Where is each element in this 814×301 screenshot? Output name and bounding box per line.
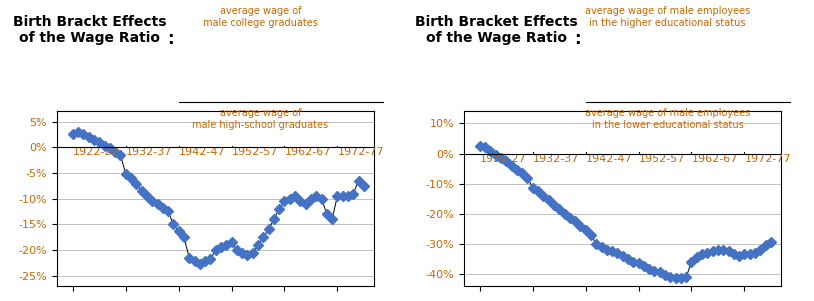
Text: average wage of
male college graduates: average wage of male college graduates xyxy=(203,6,318,28)
Text: average wage of male employees
in the higher educational status: average wage of male employees in the hi… xyxy=(584,6,751,28)
Text: 1962-67: 1962-67 xyxy=(284,147,330,157)
Text: 1952-57: 1952-57 xyxy=(231,147,278,157)
Text: 1932-37: 1932-37 xyxy=(532,154,579,163)
Text: 1922-27: 1922-27 xyxy=(72,147,120,157)
Text: Birth Bracket Effects
of the Wage Ratio: Birth Bracket Effects of the Wage Ratio xyxy=(415,15,578,45)
Text: 1932-37: 1932-37 xyxy=(125,147,172,157)
Text: 1972-77: 1972-77 xyxy=(337,147,384,157)
Text: 1952-57: 1952-57 xyxy=(638,154,685,163)
Text: :: : xyxy=(574,30,580,48)
Text: 1962-67: 1962-67 xyxy=(691,154,737,163)
Text: :: : xyxy=(167,30,173,48)
Text: average wage of male employees
in the lower educational status: average wage of male employees in the lo… xyxy=(584,108,751,130)
Text: 1942-47: 1942-47 xyxy=(178,147,225,157)
Text: Birth Brackt Effects
of the Wage Ratio: Birth Brackt Effects of the Wage Ratio xyxy=(13,15,166,45)
Text: average wage of
male high-school graduates: average wage of male high-school graduat… xyxy=(192,108,329,130)
Text: 1922-27: 1922-27 xyxy=(479,154,527,163)
Text: 1942-47: 1942-47 xyxy=(585,154,632,163)
Text: 1972-77: 1972-77 xyxy=(744,154,791,163)
